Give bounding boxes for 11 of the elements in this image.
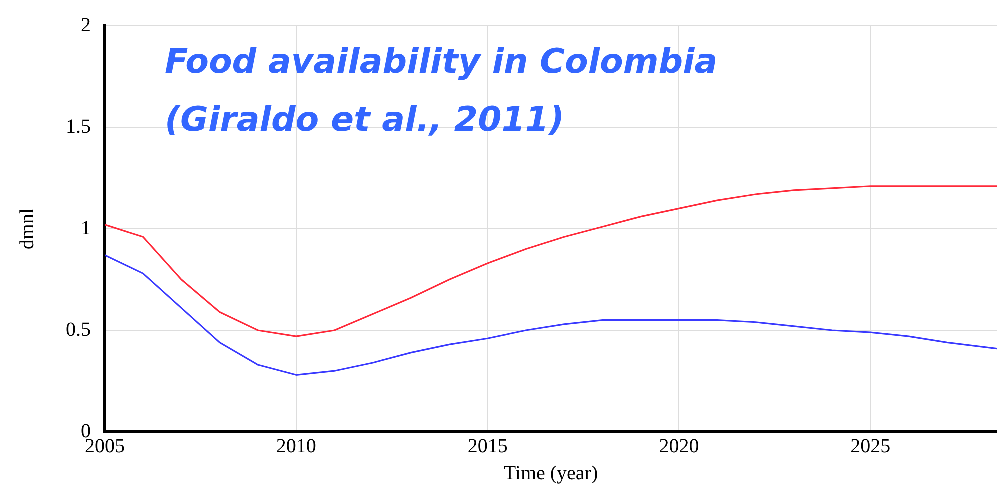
x-tick-label: 2010 [276,435,316,458]
x-axis-title: Time (year) [504,462,598,484]
y-tick-label: 1 [81,217,91,240]
text: Food availability in Colombia (Giraldo et al., 2011) [165,41,719,142]
y-axis-title: dmnl [16,208,38,250]
y-tick-label: 1.5 [66,116,91,138]
y-tick-label: 2 [81,14,91,36]
x-tick-label: 2020 [659,435,700,458]
y-tick-label: 0.5 [66,318,91,341]
x-tick-label: 2025 [850,435,891,458]
x-tick-label: 2015 [468,435,508,458]
